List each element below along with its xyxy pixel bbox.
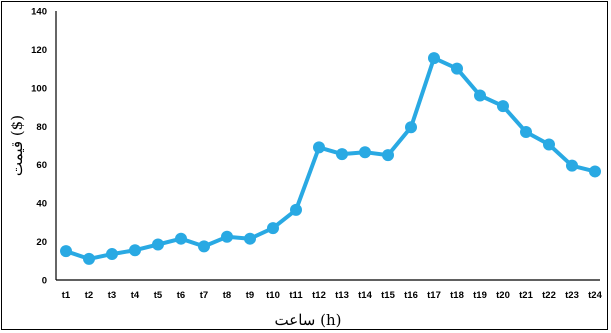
data-point bbox=[520, 126, 532, 139]
data-point bbox=[267, 222, 279, 235]
data-point bbox=[405, 121, 417, 134]
x-tick-label: t22 bbox=[542, 290, 556, 301]
x-tick-label: t2 bbox=[85, 290, 93, 301]
data-point bbox=[474, 89, 486, 102]
data-point bbox=[543, 138, 555, 151]
x-tick-label: t23 bbox=[565, 290, 579, 301]
y-tick-label: 100 bbox=[31, 83, 47, 94]
data-point bbox=[290, 203, 302, 216]
x-tick-label: t16 bbox=[404, 290, 418, 301]
y-tick-label: 60 bbox=[36, 160, 47, 171]
y-tick-labels: 0 20 40 60 80 100 120 140 bbox=[31, 7, 47, 287]
x-tick-label: t4 bbox=[131, 290, 140, 301]
y-tick-label: 80 bbox=[36, 122, 47, 133]
x-tick-label: t1 bbox=[62, 290, 71, 301]
data-point bbox=[106, 248, 118, 261]
x-tick-label: t24 bbox=[588, 290, 602, 301]
data-point bbox=[428, 52, 440, 65]
x-tick-label: t20 bbox=[496, 290, 510, 301]
axes bbox=[55, 11, 600, 281]
data-point bbox=[359, 146, 371, 159]
y-tick-label: 120 bbox=[31, 45, 47, 56]
data-point bbox=[175, 232, 187, 245]
x-tick-label: t9 bbox=[246, 290, 254, 301]
data-point bbox=[152, 238, 164, 251]
data-point bbox=[129, 244, 141, 257]
x-tick-label: t17 bbox=[427, 290, 441, 301]
data-points bbox=[60, 52, 601, 265]
x-tick-label: t7 bbox=[200, 290, 208, 301]
data-point bbox=[451, 62, 463, 75]
x-tick-label: t15 bbox=[381, 290, 395, 301]
y-tick-label: 20 bbox=[36, 237, 47, 248]
x-tick-label: t13 bbox=[335, 290, 349, 301]
series-line bbox=[64, 56, 597, 261]
x-tick-label: t12 bbox=[312, 290, 326, 301]
y-tick-label: 140 bbox=[31, 7, 47, 18]
x-tick-labels: t1 t2 t3 t4 t5 t6 t7 t8 t9 t10 t11 t12 t13 t14 t15 t16 t… bbox=[62, 290, 603, 301]
data-point bbox=[336, 148, 348, 161]
x-tick-label: t3 bbox=[108, 290, 116, 301]
x-tick-label: t19 bbox=[473, 290, 487, 301]
x-tick-label: t18 bbox=[450, 290, 464, 301]
y-tick-label: 0 bbox=[42, 276, 47, 287]
x-axis-title: ساعت (h) bbox=[275, 311, 342, 329]
data-point bbox=[198, 240, 210, 253]
x-tick-label: t14 bbox=[358, 290, 372, 301]
data-point bbox=[83, 252, 95, 265]
data-point bbox=[313, 141, 325, 154]
x-tick-label: t5 bbox=[154, 290, 163, 301]
data-point bbox=[566, 159, 578, 172]
x-tick-label: t21 bbox=[519, 290, 533, 301]
data-point bbox=[589, 165, 601, 178]
x-tick-label: t11 bbox=[289, 290, 303, 301]
x-tick-label: t8 bbox=[223, 290, 231, 301]
data-point bbox=[497, 100, 509, 113]
data-point bbox=[244, 232, 256, 245]
x-tick-label: t10 bbox=[266, 290, 280, 301]
data-point bbox=[60, 245, 72, 258]
data-point bbox=[221, 230, 233, 243]
x-tick-label: t6 bbox=[177, 290, 185, 301]
y-tick-label: 40 bbox=[36, 199, 47, 210]
y-axis-title: قیمت ($) bbox=[8, 115, 26, 176]
data-point bbox=[382, 149, 394, 162]
